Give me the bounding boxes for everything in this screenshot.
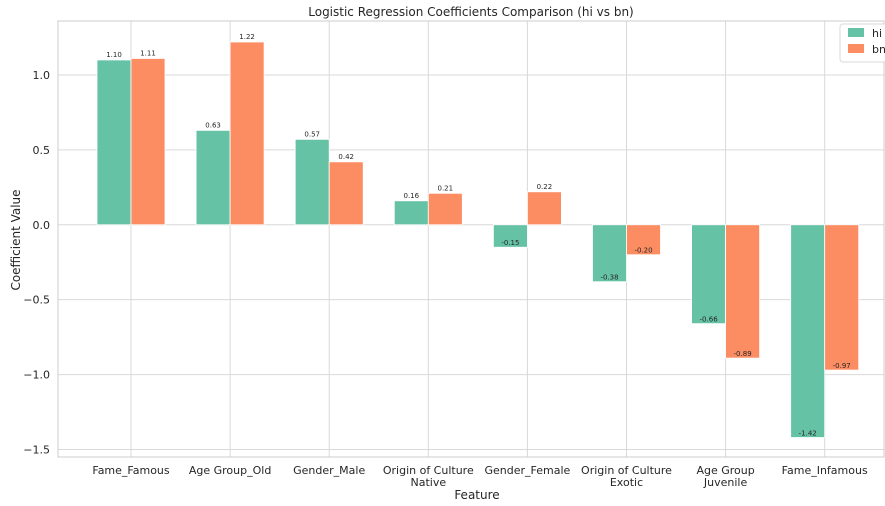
- y-tick-label: 0.0: [33, 219, 51, 232]
- x-tick-label: Native: [410, 476, 446, 489]
- data-labels: 1.10 0.63 0.57 0.16 -0.15 -0.38 -0.66 -1.42 1.11…: [106, 33, 851, 438]
- data-label-hi: 0.57: [304, 130, 320, 138]
- data-label-bn: -0.89: [734, 350, 752, 358]
- x-tick-label: Origin of Culture: [383, 464, 474, 477]
- bar-hi: [691, 224, 726, 325]
- bar-hi: [492, 224, 528, 248]
- data-label-hi: -0.15: [501, 239, 519, 247]
- legend-label-bn: bn: [872, 43, 885, 56]
- bar-hi: [592, 224, 627, 283]
- legend: hi bn: [839, 23, 885, 63]
- data-label-hi: -0.38: [600, 274, 618, 282]
- y-axis-label: Coefficient Value: [9, 189, 23, 290]
- bar-bn: [328, 161, 364, 226]
- bar-bn: [626, 224, 661, 256]
- bar-hi: [96, 59, 132, 226]
- bar-bn: [527, 191, 562, 226]
- data-label-bn: 0.42: [338, 153, 354, 161]
- bar-bn: [725, 224, 760, 359]
- bar-bn: [130, 58, 166, 226]
- x-tick-label: Age Group_Old: [189, 464, 271, 477]
- y-tick-label: −1.0: [23, 369, 50, 382]
- data-label-hi: -0.66: [700, 316, 719, 324]
- y-tick-label: 0.5: [33, 144, 51, 157]
- data-label-hi: 0.16: [404, 192, 420, 200]
- axes: −1.5 −1.0 −0.5 0.0 0.5 1.0 Fame_Famous Age Grou…: [23, 20, 885, 489]
- data-label-bn: 1.11: [140, 49, 156, 57]
- x-tick-label: Fame_Infamous: [782, 464, 868, 477]
- bar-hi: [790, 224, 826, 438]
- legend-label-hi: hi: [872, 27, 882, 40]
- legend-swatch-bn: [848, 44, 864, 53]
- plot-frame: [57, 20, 885, 458]
- data-label-hi: 1.10: [106, 51, 122, 59]
- bar-bn: [824, 224, 860, 371]
- data-label-bn: 0.21: [438, 184, 454, 192]
- bar-hi: [195, 129, 231, 226]
- x-tick-label: Gender_Male: [293, 464, 365, 477]
- bars: [96, 41, 860, 438]
- x-tick-label: Juvenile: [703, 476, 748, 489]
- data-label-bn: -0.20: [634, 247, 652, 255]
- bar-bn: [229, 41, 265, 226]
- y-tick-label: 1.0: [33, 69, 51, 82]
- chart-title: Logistic Regression Coefficients Compari…: [308, 5, 634, 19]
- x-tick-label: Age Group: [696, 464, 754, 477]
- x-tick-label: Exotic: [610, 476, 643, 489]
- data-label-bn: 0.22: [537, 183, 553, 191]
- x-tick-label: Origin of Culture: [581, 464, 672, 477]
- legend-swatch-hi: [848, 28, 864, 37]
- y-tick-label: −1.5: [23, 444, 50, 457]
- x-tick-label: Gender_Female: [484, 464, 570, 477]
- data-label-hi: 0.63: [205, 121, 221, 129]
- bar-bn: [427, 192, 463, 226]
- bar-hi: [294, 138, 330, 226]
- data-label-bn: -0.97: [833, 362, 851, 370]
- y-tick-label: −0.5: [23, 294, 50, 307]
- data-label-bn: 1.22: [239, 33, 255, 41]
- x-tick-label: Fame_Famous: [92, 464, 170, 477]
- x-axis-label: Feature: [454, 488, 499, 502]
- data-label-hi: -1.42: [799, 430, 817, 438]
- bar-hi: [393, 200, 429, 226]
